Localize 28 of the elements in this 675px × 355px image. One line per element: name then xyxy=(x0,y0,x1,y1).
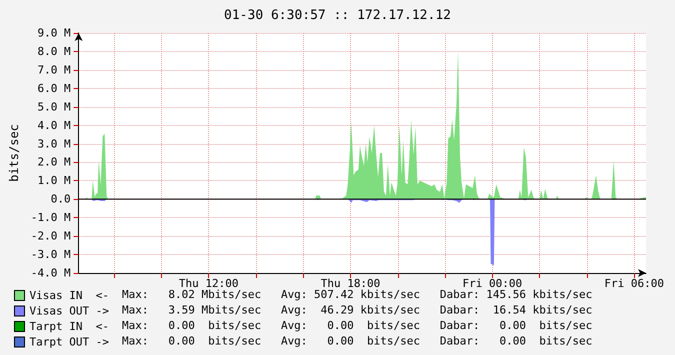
text: Max: 0.00 bits/sec Avg: 0.00 bits/sec Dabar: 0.00 bits/sec xyxy=(122,319,592,332)
y-tick-label: 6.0 M xyxy=(38,82,71,95)
y-tick-label: 4.0 M xyxy=(38,118,71,132)
x-tick-label: Fri 00:00 xyxy=(462,277,522,290)
y-axis-title: bits/sec xyxy=(7,124,21,182)
y-tick-label: 0.0 xyxy=(50,192,71,206)
x-tick-label: Thu 12:00 xyxy=(178,277,238,290)
y-tick-label: 8.0 M xyxy=(38,44,71,58)
y-tick-label: 2.0 M xyxy=(38,156,71,169)
legend-label: Tarpt OUT -> xyxy=(30,336,110,348)
legend-label: Visas IN <- xyxy=(30,289,109,302)
y-tick-label: 1.0 M xyxy=(38,174,71,188)
legend-label: Tarpt IN <- xyxy=(30,320,109,333)
y-tick-label: 5.0 M xyxy=(38,100,71,114)
y-tick-label: -4.0 M xyxy=(30,266,71,280)
text: Max: 0.00 bits/sec Avg: 0.00 bits/sec Dabar: 0.00 bits/sec xyxy=(122,334,592,348)
text: Max: 8.02 Mbits/sec Avg: 507.42 kbits/sec Dabar: 145.56 kbits/sec xyxy=(122,288,592,301)
chart-title: 01-30 6:30:57 :: 172.17.12.12 xyxy=(224,8,451,23)
y-tick-label: -3.0 M xyxy=(30,248,71,262)
x-tick-label: Thu 18:00 xyxy=(320,277,380,290)
y-tick-label: -2.0 M xyxy=(30,230,71,243)
y-tick-label: 3.0 M xyxy=(38,137,71,150)
x-tick-label: Fri 06:00 xyxy=(604,277,664,290)
legend-label: Visas OUT -> xyxy=(30,304,110,318)
y-tick-label: 9.0 M xyxy=(38,26,71,40)
text: Max: 3.59 Mbits/sec Avg: 46.29 kbits/sec Dabar: 16.54 kbits/sec xyxy=(122,304,592,316)
y-tick-label: 7.0 M xyxy=(38,63,71,76)
y-tick-label: -1.0 M xyxy=(30,211,71,224)
